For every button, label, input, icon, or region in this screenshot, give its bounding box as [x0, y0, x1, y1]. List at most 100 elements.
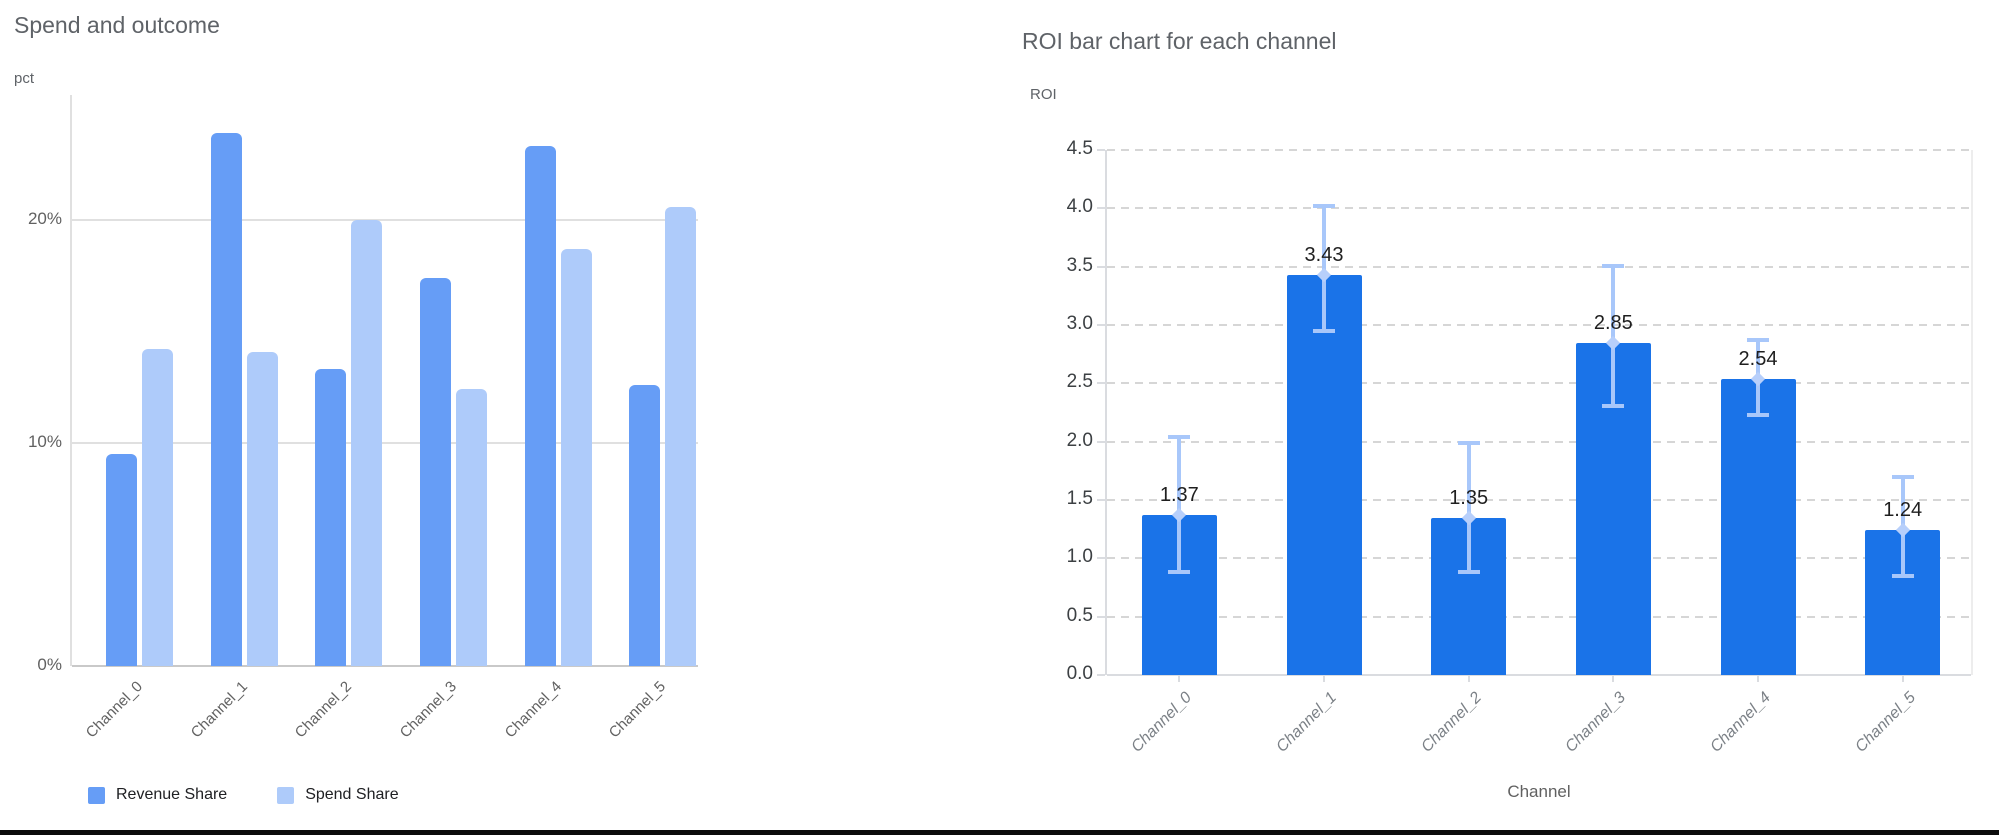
right-x-tickmark-channel_0 — [1178, 675, 1181, 682]
right-x-tickmark-channel_3 — [1612, 675, 1615, 682]
right-x-label-channel_0: Channel_0 — [1128, 689, 1196, 756]
left-x-label-channel_1: Channel_1 — [187, 678, 251, 742]
value-label-channel_1: 3.43 — [1304, 243, 1344, 266]
right-baseline — [1107, 674, 1971, 676]
roi-bar-channel_1[interactable] — [1286, 274, 1362, 675]
right-y-tickmark-2.5 — [1097, 382, 1105, 385]
bar-spend-share-channel_4[interactable] — [560, 248, 592, 666]
bar-spend-share-channel_3[interactable] — [456, 389, 487, 666]
left-x-label-channel_4: Channel_4 — [501, 678, 565, 742]
roi-bar-channel_4[interactable] — [1720, 378, 1796, 675]
right-x-label-channel_3: Channel_3 — [1562, 689, 1630, 756]
bar-spend-share-channel_2[interactable] — [351, 219, 383, 666]
right-y-tick-1.5: 1.5 — [1066, 488, 1093, 509]
left-x-label-channel_3: Channel_3 — [396, 678, 461, 742]
bar-revenue-share-channel_2[interactable] — [315, 369, 347, 666]
left-y-axis-unit-label: pct — [14, 70, 35, 87]
legend-item-spend-share[interactable]: Spend Share — [277, 786, 399, 804]
right-gridline-3.0 — [1107, 324, 1971, 326]
value-label-channel_3: 2.85 — [1593, 311, 1633, 334]
bar-revenue-share-channel_4[interactable] — [524, 146, 556, 666]
right-y-axis-label: ROI — [1030, 86, 1057, 103]
bar-revenue-share-channel_3[interactable] — [420, 277, 451, 666]
right-x-tickmark-channel_4 — [1757, 675, 1759, 682]
right-y-tickmark-3.0 — [1097, 324, 1105, 326]
right-gridline-1.5 — [1107, 499, 1971, 501]
revenue-share-swatch — [88, 786, 105, 804]
right-x-label-channel_2: Channel_2 — [1417, 689, 1485, 756]
right-y-tick-0.5: 0.5 — [1066, 604, 1093, 626]
bar-spend-share-channel_1[interactable] — [246, 351, 278, 666]
bar-revenue-share-channel_5[interactable] — [629, 384, 661, 666]
error-line-channel_0 — [1177, 437, 1182, 573]
left-y-tick-10%: 10% — [27, 431, 62, 451]
right-y-tick-2.0: 2.0 — [1066, 429, 1093, 451]
grouped-bar-plot-area: 0% 10% 20% Channel_0 Channel_1 Channel_2 Chann… — [28, 95, 698, 741]
right-y-tickmark-1.0 — [1097, 557, 1105, 560]
right-gridline-1.0 — [1107, 557, 1971, 560]
right-y-tickmark-2.0 — [1097, 440, 1105, 443]
left-x-label-channel_2: Channel_2 — [292, 678, 356, 742]
right-y-tickmark-4.5 — [1097, 149, 1105, 151]
left-y-tick-20%: 20% — [27, 208, 62, 228]
left-x-label-channel_0: Channel_0 — [82, 678, 147, 742]
right-y-tick-4.0: 4.0 — [1066, 196, 1093, 218]
error-cap-bottom-channel_2 — [1457, 570, 1480, 575]
right-gridline-3.5 — [1107, 265, 1971, 268]
value-label-channel_4: 2.54 — [1738, 347, 1778, 370]
left-y-tick-0%: 0% — [37, 655, 62, 674]
error-cap-top-channel_3 — [1602, 263, 1625, 268]
right-x-tickmark-channel_1 — [1323, 675, 1325, 682]
right-y-tick-3.5: 3.5 — [1066, 254, 1093, 276]
bar-spend-share-channel_5[interactable] — [665, 206, 697, 666]
error-cap-top-channel_1 — [1313, 204, 1335, 208]
error-cap-bottom-channel_1 — [1313, 328, 1335, 333]
spend-outcome-title: Spend and outcome — [14, 12, 220, 38]
left-x-label-channel_5: Channel_5 — [606, 678, 670, 742]
bar-spend-share-channel_0[interactable] — [142, 349, 173, 666]
right-x-label-channel_1: Channel_1 — [1273, 689, 1341, 756]
error-cap-top-channel_4 — [1747, 338, 1769, 343]
legend-label-spend-share: Spend Share — [305, 786, 399, 803]
right-gridline-2.5 — [1107, 382, 1971, 385]
right-y-tickmark-3.5 — [1097, 265, 1105, 268]
right-gridline-4.0 — [1107, 207, 1971, 210]
bar-revenue-share-channel_0[interactable] — [106, 454, 137, 666]
right-gridline-0.5 — [1107, 615, 1971, 618]
value-label-channel_0: 1.37 — [1159, 484, 1199, 507]
legend: Revenue Share Spend Share — [88, 786, 399, 804]
roi-bar-plot-area: 0.0 0.5 1.0 1.5 2.0 2.5 3.0 3.5 4.0 4.5 1.37 Channe… — [1067, 138, 1973, 756]
error-cap-top-channel_5 — [1891, 474, 1914, 479]
right-x-label-channel_4: Channel_4 — [1707, 689, 1775, 756]
value-label-channel_2: 1.35 — [1449, 486, 1489, 509]
spend-share-swatch — [277, 786, 295, 804]
error-cap-bottom-channel_5 — [1891, 573, 1914, 578]
right-x-axis-title: Channel — [1507, 782, 1571, 801]
bottom-divider — [0, 830, 1999, 835]
error-cap-top-channel_2 — [1457, 440, 1480, 445]
right-y-tick-0.0: 0.0 — [1066, 663, 1093, 684]
roi-chart-title: ROI bar chart for each channel — [1022, 28, 1337, 54]
right-x-tickmark-channel_2 — [1467, 675, 1470, 682]
legend-label-revenue-share: Revenue Share — [116, 786, 228, 803]
left-gridline-20% — [72, 218, 698, 221]
right-gridline-4.5 — [1107, 149, 1971, 151]
error-cap-bottom-channel_4 — [1747, 412, 1769, 417]
right-y-tick-2.5: 2.5 — [1066, 371, 1093, 393]
right-y-tickmark-0.5 — [1097, 615, 1105, 618]
right-y-tick-4.5: 4.5 — [1066, 138, 1093, 159]
right-y-tickmark-4.0 — [1097, 207, 1105, 210]
bar-revenue-share-channel_1[interactable] — [210, 132, 242, 666]
error-cap-top-channel_0 — [1168, 435, 1191, 439]
right-gridline-2.0 — [1107, 440, 1971, 443]
left-gridline-0% — [72, 665, 698, 667]
error-line-channel_2 — [1466, 442, 1471, 573]
legend-item-revenue-share[interactable]: Revenue Share — [88, 786, 227, 804]
right-y-tickmark-1.5 — [1097, 499, 1105, 501]
value-label-channel_5: 1.24 — [1883, 499, 1923, 522]
error-cap-bottom-channel_0 — [1168, 570, 1191, 575]
right-y-tick-1.0: 1.0 — [1066, 546, 1093, 568]
right-x-label-channel_5: Channel_5 — [1851, 689, 1919, 756]
right-y-tickmark-0.0 — [1097, 674, 1105, 676]
